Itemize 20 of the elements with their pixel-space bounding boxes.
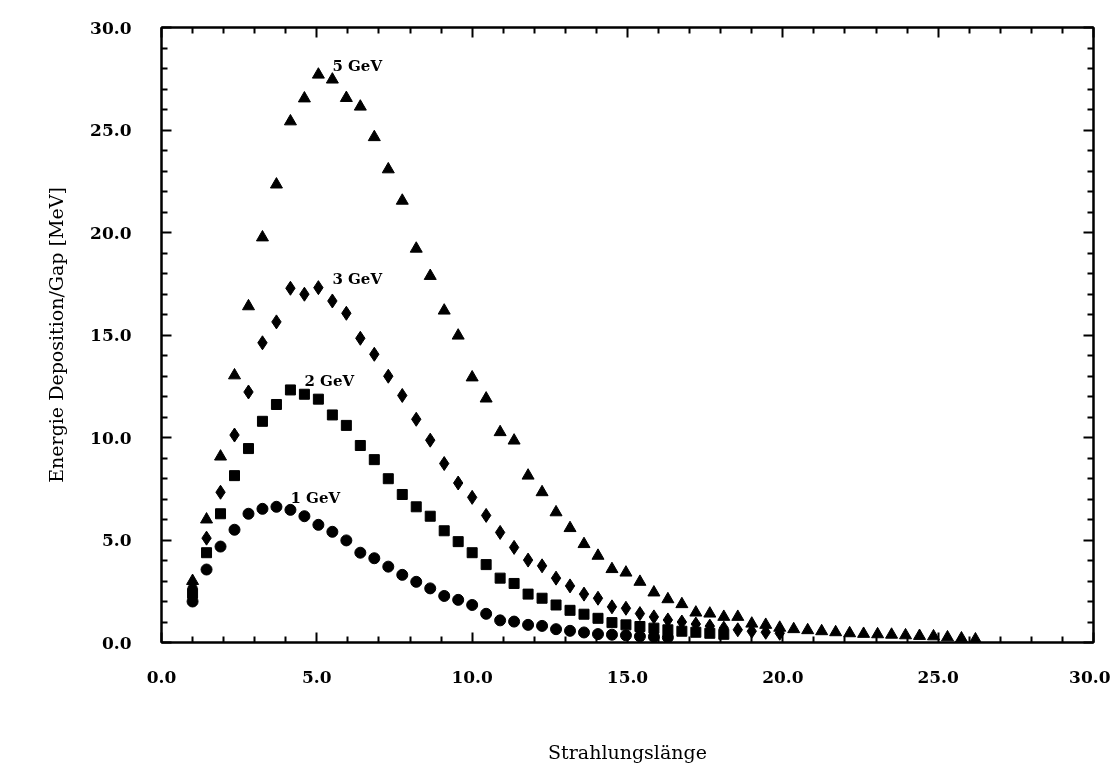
x-tick-label: 25.0 — [917, 666, 960, 687]
x-axis-title: Strahlungslänge — [548, 740, 707, 763]
y-tick-label: 25.0 — [90, 120, 132, 140]
series-label: 2 GeV — [304, 371, 355, 390]
x-tick-label: 15.0 — [606, 666, 649, 687]
y-tick-label: 20.0 — [90, 222, 132, 243]
series-label: 1 GeV — [290, 488, 341, 507]
series-label: 3 GeV — [332, 269, 383, 288]
x-tick-label: 0.0 — [146, 666, 177, 687]
y-tick-label: 10.0 — [90, 427, 132, 448]
y-tick-label: 15.0 — [90, 325, 132, 345]
x-tick-label: 5.0 — [302, 666, 332, 687]
y-axis-title: Energie Deposition/Gap [MeV] — [45, 187, 68, 483]
x-tick-label: 30.0 — [1069, 666, 1110, 687]
x-tick-label: 20.0 — [762, 666, 804, 687]
y-tick-label: 0.0 — [101, 632, 132, 653]
series-label: 5 GeV — [332, 56, 383, 75]
x-tick-label: 10.0 — [451, 666, 494, 687]
y-tick-label: 5.0 — [101, 530, 132, 550]
y-tick-label: 30.0 — [90, 17, 132, 38]
